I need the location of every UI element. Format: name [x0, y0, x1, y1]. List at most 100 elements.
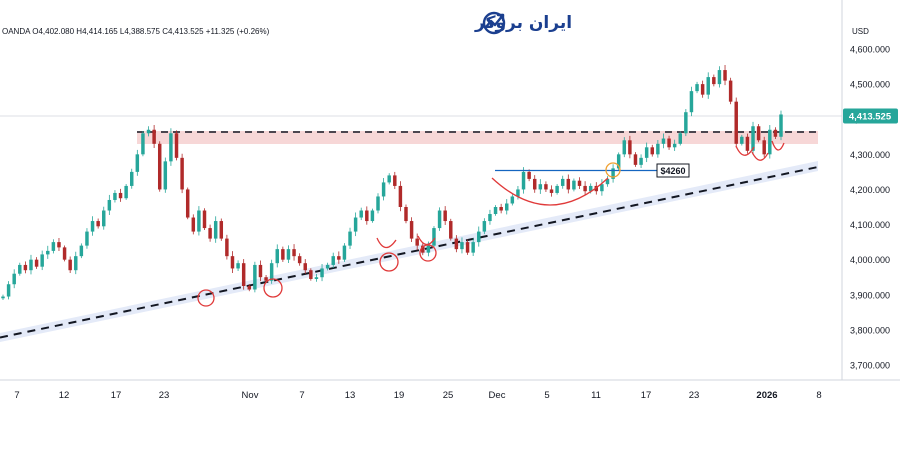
candle-up — [74, 256, 78, 271]
candle-up — [779, 114, 783, 137]
candle-up — [689, 91, 694, 113]
candle-down — [415, 238, 419, 246]
candle-down — [700, 84, 705, 95]
close-value: C4,413.525 — [162, 27, 204, 36]
symbol-label: OANDA — [2, 27, 31, 36]
candle-up — [353, 217, 358, 232]
candle-down — [191, 217, 196, 232]
level-4260-label-box — [656, 163, 690, 178]
candle-up — [740, 136, 744, 144]
candle-down — [247, 286, 252, 290]
candle-up — [90, 221, 95, 232]
candle-up — [605, 178, 610, 185]
candle-up — [124, 185, 128, 199]
candle-up — [656, 143, 660, 155]
candle-up — [768, 129, 772, 155]
candle-up — [135, 154, 140, 172]
candle-down — [650, 147, 655, 155]
candle-down — [292, 249, 296, 257]
time-tick-label: 17 — [641, 390, 652, 401]
price-axis[interactable]: 3,700.000 3,800.000 3,900.000 4,000.000 4,10… — [850, 45, 890, 371]
time-tick-label: 23 — [689, 390, 700, 401]
candle-up — [370, 210, 375, 222]
currency-label: USD — [852, 27, 869, 36]
candle-up — [85, 231, 89, 246]
low-arc-1 — [376, 237, 397, 249]
candle-down — [762, 140, 766, 155]
candle-down — [157, 143, 162, 190]
candle-up — [706, 77, 710, 95]
low-circle-3 — [379, 252, 399, 272]
low-arc-2 — [417, 235, 436, 246]
time-tick-label: 12 — [59, 390, 70, 401]
candle-down — [756, 126, 761, 141]
candle-down — [241, 263, 246, 286]
candle-up — [107, 199, 112, 211]
candle-up — [381, 182, 386, 197]
support-zone — [0, 161, 818, 342]
candle-up — [12, 273, 16, 285]
candle-down — [152, 129, 156, 144]
candle-down — [180, 157, 184, 190]
candle-up — [331, 256, 335, 265]
candle-up — [426, 245, 431, 253]
candle-down — [281, 249, 285, 260]
candle-up — [672, 143, 677, 148]
candle-down — [577, 180, 582, 186]
time-tick-label: 13 — [345, 390, 356, 401]
time-tick-label: 2026 — [756, 390, 777, 401]
candle-down — [337, 256, 341, 260]
candle-down — [667, 138, 671, 148]
candle-up — [146, 129, 151, 134]
candle-down — [202, 210, 207, 229]
candle-down — [734, 101, 738, 144]
high-value: H4,414.165 — [76, 27, 118, 36]
candle-up — [387, 175, 391, 183]
candle-up — [460, 242, 464, 250]
candle-down — [421, 245, 425, 253]
candle-up — [684, 112, 688, 134]
candle-down — [628, 140, 632, 155]
level-4260-label: $4260 — [660, 166, 685, 176]
candle-up — [269, 263, 274, 281]
resistance-zone — [137, 131, 818, 144]
candle-down — [712, 77, 716, 85]
candle-up — [325, 264, 330, 269]
candle-up — [29, 259, 33, 271]
candle-down — [745, 136, 750, 151]
candle-up — [314, 277, 319, 279]
candle-down — [225, 238, 229, 257]
candle-down — [532, 178, 537, 190]
candle-down — [633, 154, 638, 165]
price-tick-label: 4,500.000 — [850, 80, 890, 90]
candle-up — [376, 196, 380, 211]
time-tick-label: 23 — [159, 390, 170, 401]
time-tick-label: 7 — [299, 390, 304, 401]
candle-down — [393, 175, 397, 186]
candle-down — [443, 210, 447, 222]
candle-down — [219, 221, 224, 239]
candle-up — [286, 249, 291, 260]
candle-up — [46, 250, 50, 255]
candle-down — [583, 185, 587, 192]
candle-down — [303, 263, 307, 271]
cup-arc-annotation — [491, 177, 609, 206]
candle-down — [398, 185, 403, 207]
time-axis[interactable]: 7 12 17 23 Nov 7 13 19 25 Dec 5 11 17 23 2026 8 — [14, 390, 821, 401]
candle-down — [527, 171, 531, 179]
candle-up — [169, 133, 173, 162]
time-tick-label: 11 — [591, 390, 601, 401]
candle-down — [258, 264, 263, 278]
candle-down — [118, 192, 123, 199]
candle-up — [644, 147, 649, 158]
candle-down — [544, 184, 548, 190]
price-tick-label: 3,700.000 — [850, 361, 890, 371]
candle-up — [600, 184, 604, 192]
candle-up — [477, 231, 481, 243]
candle-up — [348, 231, 352, 246]
chart-growth-logo-icon — [482, 11, 506, 35]
candle-up — [320, 268, 324, 278]
candle-up — [488, 214, 492, 222]
candle-up — [141, 133, 145, 155]
